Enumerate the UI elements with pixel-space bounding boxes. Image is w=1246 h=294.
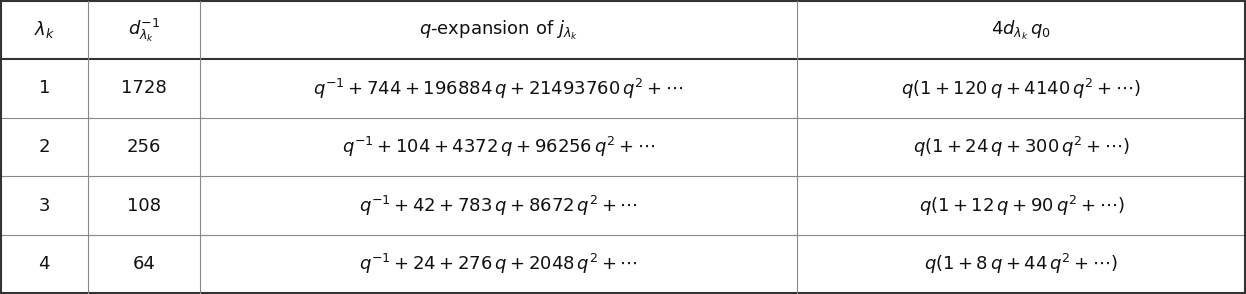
Text: 108: 108	[127, 196, 161, 215]
Text: $q(1 + 8\,q + 44\,q^2 + \cdots)$: $q(1 + 8\,q + 44\,q^2 + \cdots)$	[925, 252, 1119, 276]
Text: $\lambda_k$: $\lambda_k$	[34, 19, 55, 41]
Text: $d_{\lambda_k}^{-1}$: $d_{\lambda_k}^{-1}$	[127, 16, 159, 44]
Text: 4: 4	[39, 255, 50, 273]
Text: $q(1 + 12\,q + 90\,q^2 + \cdots)$: $q(1 + 12\,q + 90\,q^2 + \cdots)$	[918, 193, 1124, 218]
Text: 1: 1	[39, 79, 50, 98]
Text: $q^{-1} + 744 + 196884\,q + 21493760\,q^2 + \cdots$: $q^{-1} + 744 + 196884\,q + 21493760\,q^…	[313, 76, 684, 101]
Text: $4d_{\lambda_k}\, q_0$: $4d_{\lambda_k}\, q_0$	[992, 19, 1052, 41]
Text: $q^{-1} + 42 + 783\,q + 8672\,q^2 + \cdots$: $q^{-1} + 42 + 783\,q + 8672\,q^2 + \cdo…	[359, 193, 638, 218]
Text: 1728: 1728	[121, 79, 167, 98]
Text: 256: 256	[127, 138, 161, 156]
Text: 2: 2	[39, 138, 50, 156]
Text: 64: 64	[132, 255, 156, 273]
Text: $q(1 + 24\,q + 300\,q^2 + \cdots)$: $q(1 + 24\,q + 300\,q^2 + \cdots)$	[913, 135, 1130, 159]
Text: $q^{-1} + 104 + 4372\,q + 96256\,q^2 + \cdots$: $q^{-1} + 104 + 4372\,q + 96256\,q^2 + \…	[341, 135, 655, 159]
Text: 3: 3	[39, 196, 50, 215]
Text: $q(1 + 120\,q + 4140\,q^2 + \cdots)$: $q(1 + 120\,q + 4140\,q^2 + \cdots)$	[901, 76, 1141, 101]
Text: $q$-expansion of $j_{\lambda_k}$: $q$-expansion of $j_{\lambda_k}$	[419, 19, 578, 41]
Text: $q^{-1} + 24 + 276\,q + 2048\,q^2 + \cdots$: $q^{-1} + 24 + 276\,q + 2048\,q^2 + \cdo…	[359, 252, 638, 276]
